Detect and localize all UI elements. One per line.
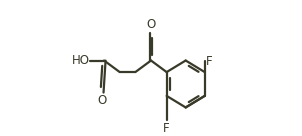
Text: O: O	[98, 94, 107, 107]
Text: HO: HO	[72, 54, 90, 67]
Text: F: F	[206, 55, 212, 68]
Text: F: F	[163, 122, 170, 135]
Text: O: O	[146, 18, 156, 31]
